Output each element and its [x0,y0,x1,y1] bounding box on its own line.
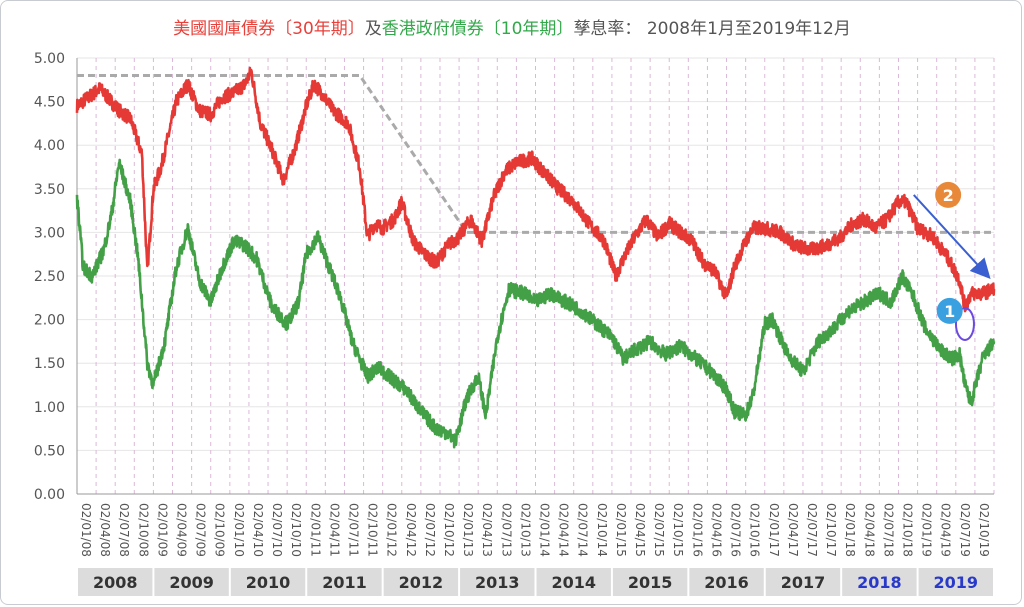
year-cell [689,568,764,596]
series-line-us30 [75,66,996,313]
x-tick-label: 02/01/13 [461,503,475,557]
year-label: 2009 [169,573,214,592]
x-tick-label: 02/01/16 [690,503,704,557]
y-tick-label: 1.00 [34,400,65,416]
x-tick-label: 02/07/14 [576,503,590,557]
x-tick-label: 02/07/13 [499,503,513,557]
badge-2-label: 2 [943,186,954,205]
x-tick-label: 02/07/16 [729,503,743,557]
x-tick-label: 02/04/19 [939,503,953,557]
y-tick-label: 3.00 [34,225,65,241]
year-label: 2016 [704,573,749,592]
y-tick-label: 4.50 [34,95,65,111]
x-tick-label: 02/01/15 [614,503,628,557]
x-tick-label: 02/07/19 [958,503,972,557]
year-label: 2014 [551,573,596,592]
year-label: 2010 [246,573,291,592]
x-tick-label: 02/01/14 [538,503,552,557]
x-tick-label: 02/04/08 [98,503,112,557]
x-tick-label: 02/01/11 [308,503,322,557]
x-tick-label: 02/01/12 [385,503,399,557]
x-tick-label: 02/04/09 [175,503,189,557]
year-cell [78,568,153,596]
year-cell [230,568,306,596]
x-tick-label: 02/07/08 [117,503,131,557]
reference-line [77,73,994,234]
y-tick-label: 5.00 [34,51,65,67]
x-tick-label: 02/01/17 [767,503,781,557]
year-cell [154,568,229,596]
year-label: 2013 [475,573,520,592]
downtrend-arrow [913,194,991,279]
y-tick-label: 3.50 [34,182,65,198]
low-point-circle [954,306,975,341]
chart-title: 美國國庫債券〔30年期〕及香港政府債券〔10年期〕孳息率： 2008年1月至20… [0,14,1024,39]
x-tick-label: 02/10/17 [824,503,838,557]
year-cell [536,568,611,596]
x-tick-label: 02/10/09 [213,503,227,557]
y-tick-label: 0.50 [34,443,65,459]
x-tick-label: 02/04/11 [327,503,341,557]
year-cell [765,568,841,596]
x-tick-label: 02/04/10 [251,503,265,557]
x-tick-label: 02/10/11 [366,503,380,557]
year-label: 2018 [857,573,902,592]
x-tick-label: 02/07/11 [346,503,360,557]
x-tick-label: 02/07/10 [270,503,284,557]
year-cell [383,568,459,596]
x-tick-label: 02/04/12 [404,503,418,557]
x-tick-label: 02/10/15 [671,503,685,557]
year-label: 2011 [322,573,367,592]
x-tick-label: 02/10/13 [518,503,532,557]
year-label: 2008 [93,573,138,592]
x-tick-label: 02/04/14 [557,503,571,557]
x-tick-label: 02/10/18 [900,503,914,557]
x-tick-label: 02/01/08 [79,503,93,557]
x-tick-label: 02/10/14 [595,503,609,557]
y-tick-label: 4.00 [34,138,65,154]
year-label: 2019 [934,573,979,592]
x-tick-label: 02/01/18 [843,503,857,557]
year-cell [460,568,535,596]
y-tick-label: 1.50 [34,356,65,372]
x-tick-label: 02/07/17 [805,503,819,557]
title-hk10: 香港政府債券〔10年期〕 [381,19,574,39]
x-tick-label: 02/10/08 [136,503,150,557]
x-tick-label: 02/04/17 [786,503,800,557]
x-tick-label: 02/10/19 [977,503,991,557]
x-tick-label: 02/07/09 [194,503,208,557]
x-tick-label: 02/07/15 [652,503,666,557]
year-cell [918,568,993,596]
badge-1 [936,297,963,324]
year-cell [612,568,688,596]
x-tick-label: 02/01/10 [232,503,246,557]
x-tick-label: 02/10/12 [442,503,456,557]
year-label: 2012 [399,573,444,592]
badge-2 [935,181,962,208]
x-tick-label: 02/04/16 [709,503,723,557]
x-tick-label: 02/04/13 [480,503,494,557]
x-tick-label: 02/07/18 [881,503,895,557]
y-tick-label: 2.50 [34,269,65,285]
title-connector: 及 [364,19,382,39]
year-cell [842,568,917,596]
x-tick-label: 02/01/09 [155,503,169,557]
year-label: 2017 [781,573,826,592]
x-tick-label: 02/10/10 [289,503,303,557]
year-label: 2015 [628,573,673,592]
y-tick-label: 0.00 [34,487,65,503]
y-tick-label: 2.00 [34,313,65,329]
x-tick-label: 02/04/15 [633,503,647,557]
x-tick-label: 02/04/18 [862,503,876,557]
badge-1-label: 1 [944,302,955,321]
x-tick-label: 02/01/19 [920,503,934,557]
year-cell [307,568,382,596]
x-tick-label: 02/07/12 [423,503,437,557]
title-period: 孳息率： 2008年1月至2019年12月 [573,19,851,39]
title-us30: 美國國庫債券〔30年期〕 [173,19,365,39]
x-tick-label: 02/10/16 [748,503,762,557]
series-line-hk10 [75,158,996,449]
